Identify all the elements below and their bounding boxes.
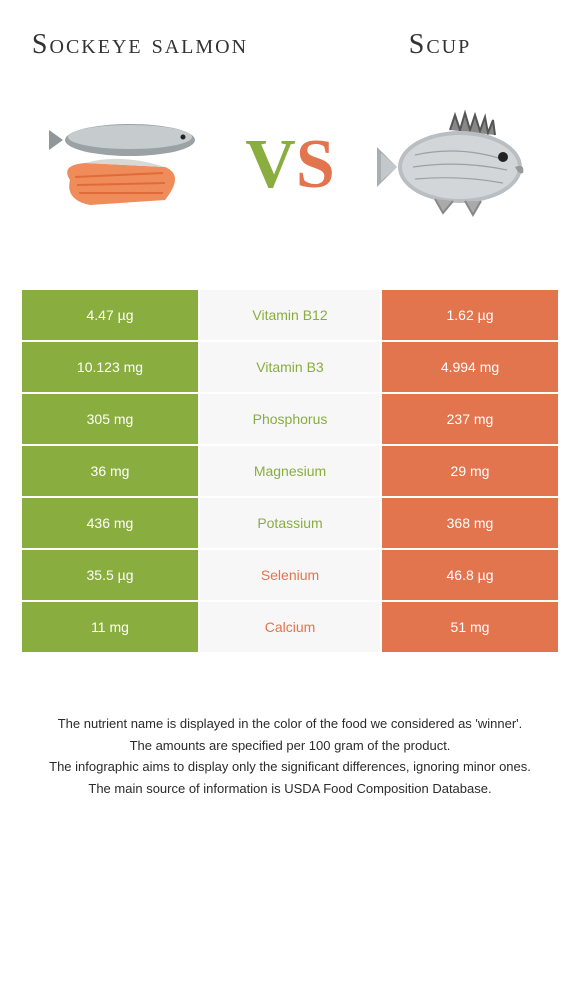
value-right: 237 mg (380, 394, 558, 444)
title-right: Scup (290, 30, 560, 61)
value-left: 36 mg (22, 446, 200, 496)
nutrient-name: Potassium (200, 498, 380, 548)
scup-image (350, 100, 560, 230)
hero-row: VS (0, 80, 580, 260)
value-left: 436 mg (22, 498, 200, 548)
table-row: 10.123 mgVitamin B34.994 mg (22, 342, 558, 394)
footer-line-4: The main source of information is USDA F… (28, 779, 552, 799)
value-right: 46.8 µg (380, 550, 558, 600)
value-left: 35.5 µg (22, 550, 200, 600)
nutrient-table: 4.47 µgVitamin B121.62 µg10.123 mgVitami… (22, 290, 558, 654)
nutrient-name: Magnesium (200, 446, 380, 496)
value-right: 51 mg (380, 602, 558, 652)
vs-label: VS (245, 130, 335, 200)
nutrient-name: Vitamin B12 (200, 290, 380, 340)
value-right: 1.62 µg (380, 290, 558, 340)
footer-notes: The nutrient name is displayed in the co… (28, 714, 552, 798)
value-right: 4.994 mg (380, 342, 558, 392)
table-row: 11 mgCalcium51 mg (22, 602, 558, 654)
salmon-image (20, 100, 230, 230)
title-left: Sockeye salmon (20, 30, 290, 61)
vs-v: V (245, 126, 296, 203)
footer-line-3: The infographic aims to display only the… (28, 757, 552, 777)
value-left: 11 mg (22, 602, 200, 652)
value-left: 10.123 mg (22, 342, 200, 392)
table-row: 305 mgPhosphorus237 mg (22, 394, 558, 446)
nutrient-name: Selenium (200, 550, 380, 600)
vs-s: S (296, 126, 335, 203)
footer-line-1: The nutrient name is displayed in the co… (28, 714, 552, 734)
table-row: 35.5 µgSelenium46.8 µg (22, 550, 558, 602)
header: Sockeye salmon Scup (0, 0, 580, 80)
nutrient-name: Vitamin B3 (200, 342, 380, 392)
nutrient-name: Phosphorus (200, 394, 380, 444)
footer-line-2: The amounts are specified per 100 gram o… (28, 736, 552, 756)
value-right: 368 mg (380, 498, 558, 548)
value-right: 29 mg (380, 446, 558, 496)
table-row: 436 mgPotassium368 mg (22, 498, 558, 550)
table-row: 4.47 µgVitamin B121.62 µg (22, 290, 558, 342)
table-row: 36 mgMagnesium29 mg (22, 446, 558, 498)
nutrient-name: Calcium (200, 602, 380, 652)
value-left: 305 mg (22, 394, 200, 444)
value-left: 4.47 µg (22, 290, 200, 340)
